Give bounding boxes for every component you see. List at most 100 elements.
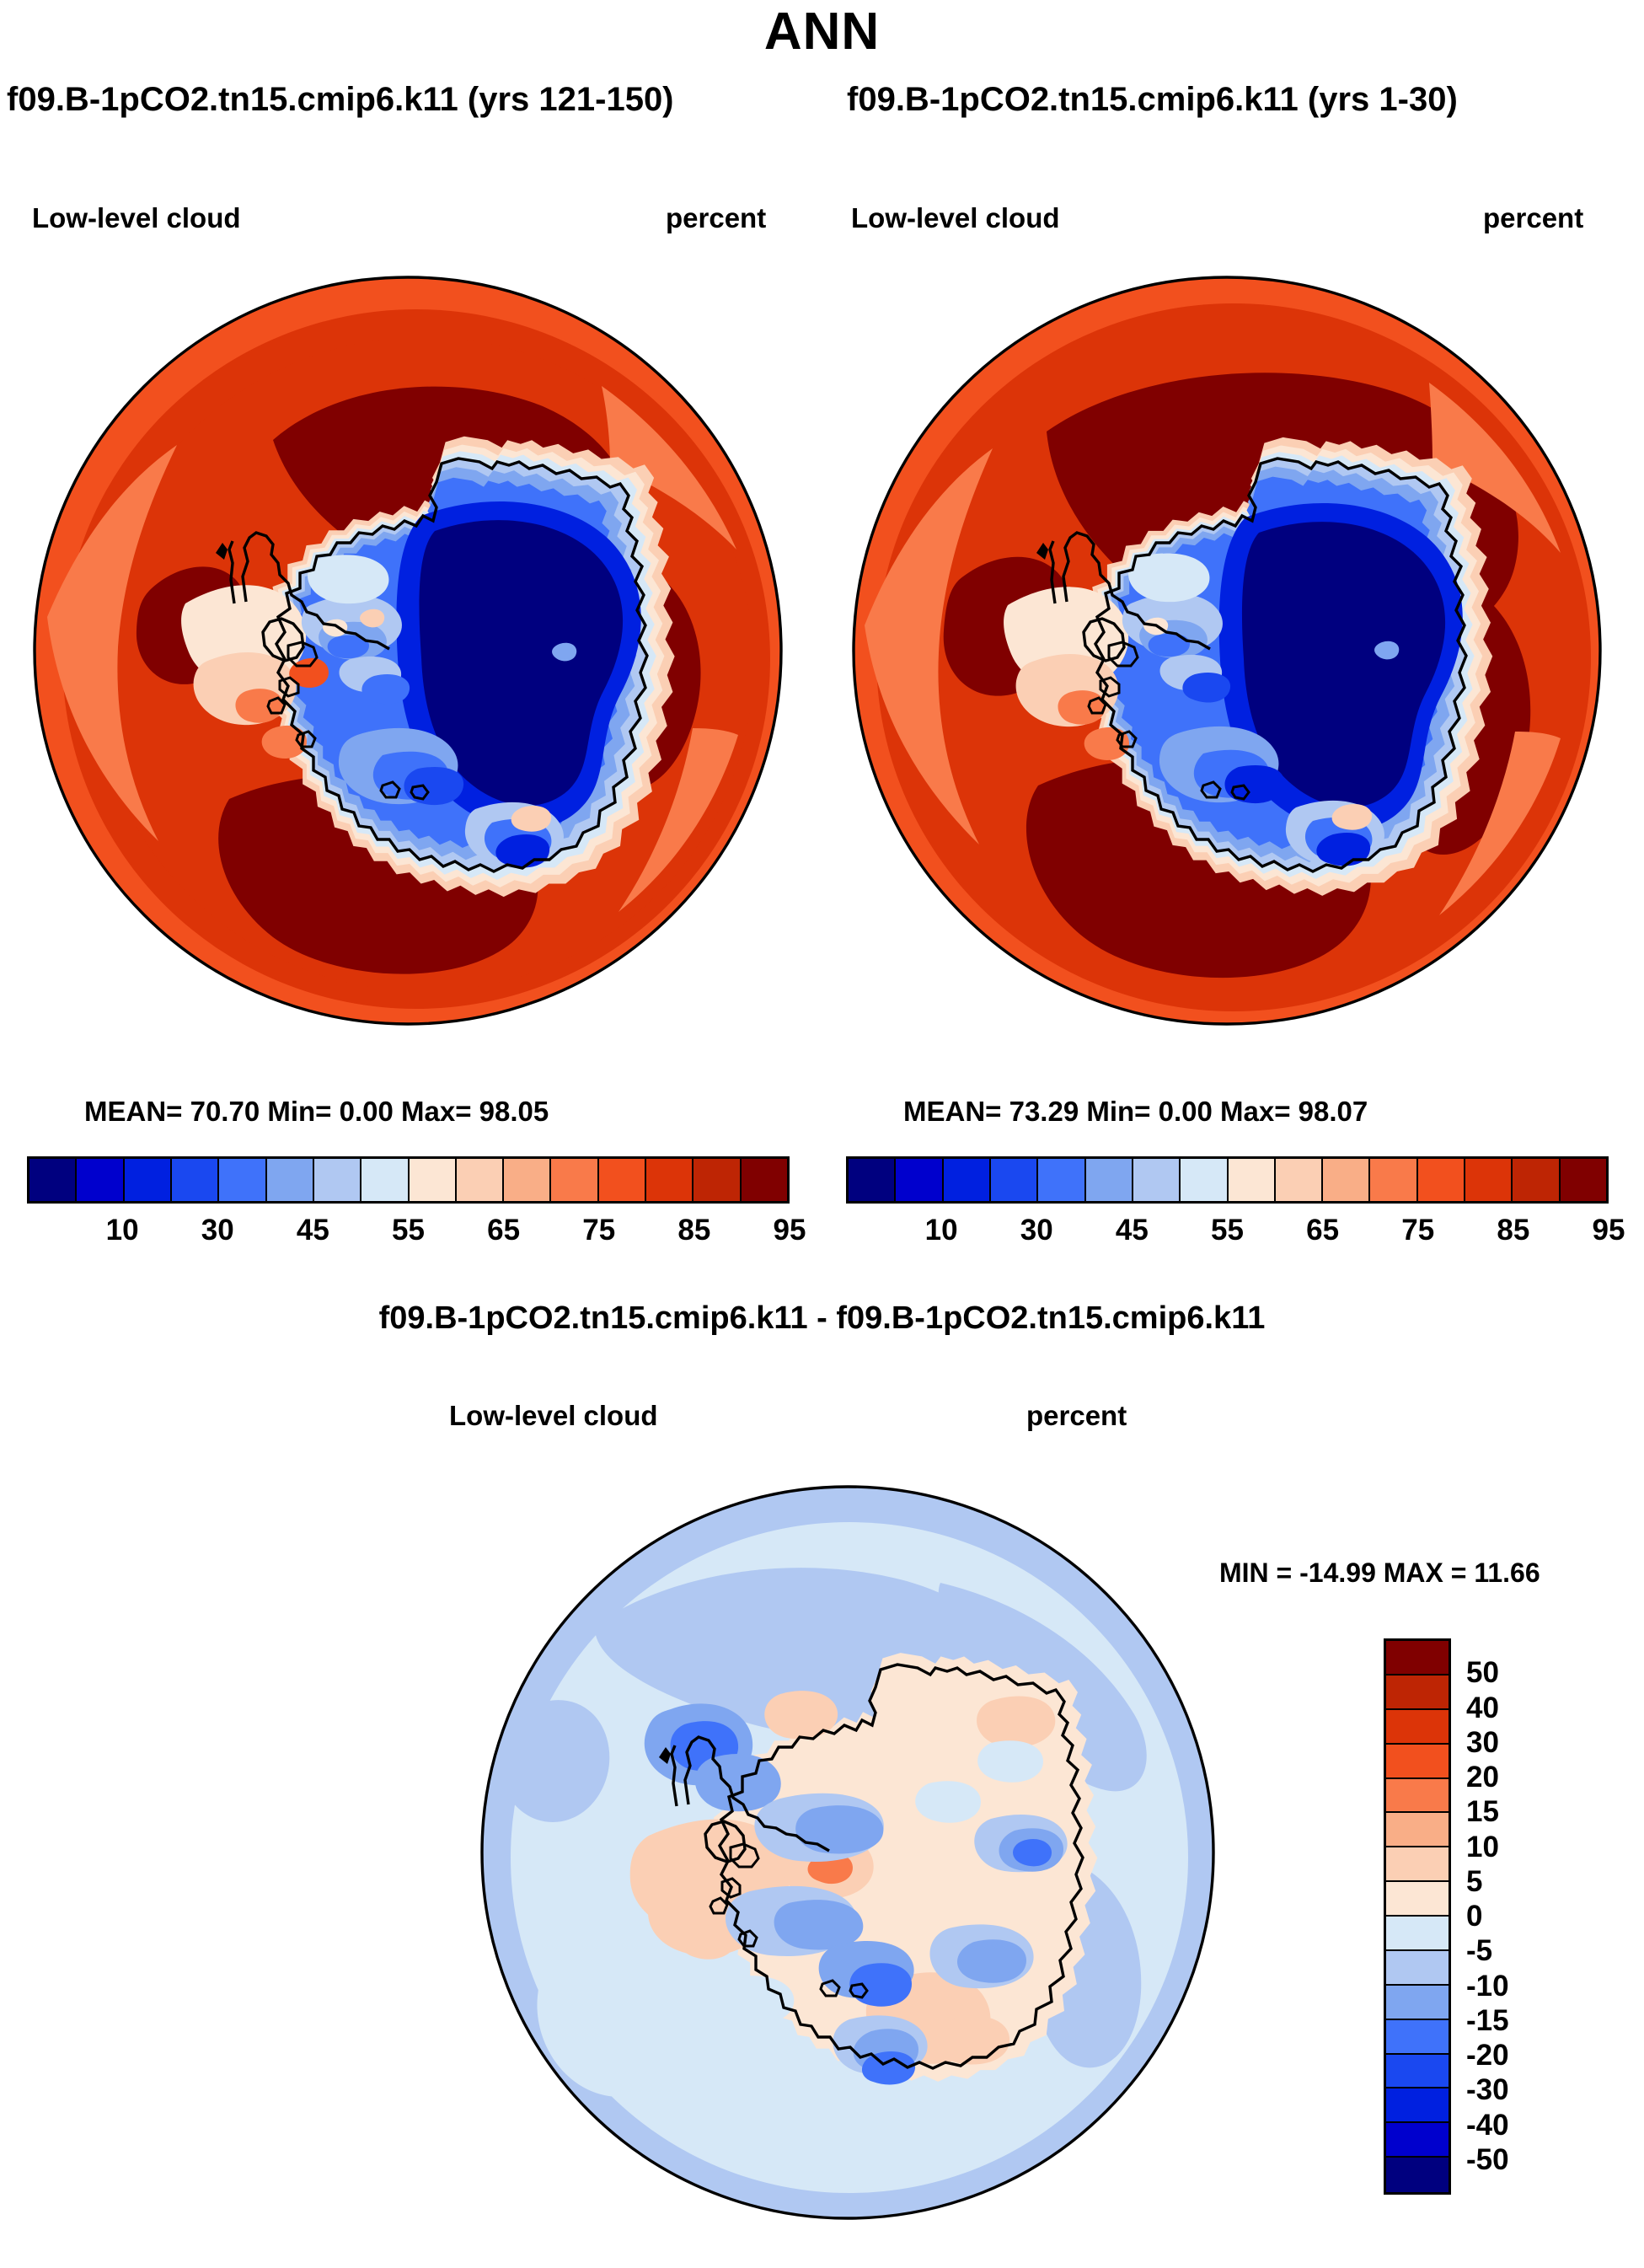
colorbar-cell [1386,1813,1449,1848]
variable-label-diff: Low-level cloud [449,1400,658,1431]
stats-right: MEAN= 73.29 Min= 0.00 Max= 98.07 [903,1096,1368,1127]
colorbar-tick: -5 [1466,1934,1493,1968]
unit-label-right: percent [1483,202,1584,233]
colorbar-left[interactable] [27,1156,790,1204]
colorbar-cell [456,1159,505,1201]
colorbar-cell [313,1159,362,1201]
colorbar-cell [896,1159,944,1201]
panel-title-diff: f09.B-1pCO2.tn15.cmip6.k11 - f09.B-1pCO2… [378,1300,1266,1336]
colorbar-cell [1370,1159,1418,1201]
variable-label-left: Low-level cloud [32,202,241,233]
colorbar-cell [1386,1847,1449,1883]
panel-title-right: f09.B-1pCO2.tn15.cmip6.k11 (yrs 1-30) [847,81,1458,118]
polar-map-left [20,263,795,1038]
colorbar-tick: -40 [1466,2108,1509,2142]
colorbar-cell [1417,1159,1466,1201]
colorbar-cell [741,1159,787,1201]
colorbar-tick: 10 [1466,1830,1499,1863]
colorbar-tick: -10 [1466,1969,1509,2003]
colorbar-cell [1386,2123,1449,2158]
colorbar-tick: 30 [201,1214,234,1247]
colorbar-tick: 0 [1466,1900,1483,1933]
colorbar-cell [646,1159,694,1201]
colorbar-ticks-right: 10 30 45 55 65 75 85 95 [846,1214,1625,1252]
colorbar-cell [551,1159,599,1201]
colorbar-tick: -20 [1466,2039,1509,2072]
colorbar-cell [29,1159,78,1201]
colorbar-cell [409,1159,457,1201]
colorbar-tick: 75 [582,1214,616,1247]
colorbar-cell [693,1159,742,1201]
colorbar-tick: 65 [1306,1214,1340,1247]
colorbar-tick: 85 [677,1214,711,1247]
colorbar-ticks-left: 10 30 45 55 65 75 85 95 [27,1214,806,1252]
colorbar-tick: 55 [1211,1214,1244,1247]
colorbar-cell [77,1159,125,1201]
colorbar-ticks-diff: 50 40 30 20 15 10 5 0 -5 -10 -15 -20 -30… [1466,1638,1601,2195]
colorbar-cell [849,1159,897,1201]
colorbar-tick: 10 [105,1214,139,1247]
colorbar-cell [1465,1159,1513,1201]
colorbar-right[interactable] [846,1156,1609,1204]
colorbar-cell [361,1159,410,1201]
colorbar-cell [1386,1744,1449,1779]
polar-map-right [839,263,1615,1038]
unit-label-diff: percent [1026,1400,1127,1431]
colorbar-tick: 50 [1466,1656,1499,1690]
colorbar-tick: 95 [1592,1214,1625,1247]
colorbar-cell [1386,2019,1449,2055]
colorbar-cell [1386,1675,1449,1710]
colorbar-cell [1386,2054,1449,2089]
colorbar-tick: 40 [1466,1691,1499,1724]
variable-label-right: Low-level cloud [851,202,1060,233]
colorbar-cell [171,1159,220,1201]
colorbar-tick: 85 [1497,1214,1530,1247]
colorbar-cell [124,1159,172,1201]
colorbar-tick: 20 [1466,1761,1499,1793]
stats-left: MEAN= 70.70 Min= 0.00 Max= 98.05 [84,1096,549,1127]
colorbar-cell [1085,1159,1133,1201]
colorbar-tick: 75 [1401,1214,1435,1247]
colorbar-cell [1386,1882,1449,1917]
colorbar-cell [1386,1778,1449,1814]
colorbar-cell [1181,1159,1229,1201]
polar-map-diff [469,1473,1227,2232]
colorbar-cell [1323,1159,1371,1201]
colorbar-cell [266,1159,314,1201]
colorbar-cell [1386,1950,1449,1986]
colorbar-cell [1133,1159,1181,1201]
colorbar-tick: 55 [392,1214,425,1247]
colorbar-cell [1228,1159,1276,1201]
colorbar-tick: 65 [487,1214,521,1247]
colorbar-cell [1386,1985,1449,2020]
colorbar-cell [598,1159,647,1201]
colorbar-tick: 15 [1466,1795,1499,1829]
colorbar-tick: 30 [1020,1214,1053,1247]
colorbar-cell [1386,2088,1449,2124]
minmax-diff: MIN = -14.99 MAX = 11.66 [1219,1558,1540,1588]
unit-label-left: percent [666,202,767,233]
colorbar-tick: 10 [924,1214,958,1247]
colorbar-tick: 5 [1466,1864,1483,1898]
colorbar-diff[interactable] [1384,1638,1451,2195]
colorbar-tick: -30 [1466,2073,1509,2107]
colorbar-cell [1275,1159,1324,1201]
colorbar-cell [219,1159,267,1201]
colorbar-tick: -15 [1466,2003,1509,2037]
colorbar-tick: 95 [773,1214,806,1247]
colorbar-cell [1386,2158,1449,2192]
colorbar-cell [1386,1709,1449,1745]
panel-title-left: f09.B-1pCO2.tn15.cmip6.k11 (yrs 121-150) [7,81,674,118]
colorbar-cell [943,1159,991,1201]
colorbar-tick: 45 [1115,1214,1149,1247]
colorbar-cell [1038,1159,1086,1201]
colorbar-tick: 30 [1466,1725,1499,1759]
colorbar-tick: 45 [296,1214,329,1247]
colorbar-cell [1513,1159,1561,1201]
colorbar-cell [1560,1159,1606,1201]
colorbar-cell [504,1159,552,1201]
colorbar-cell [990,1159,1039,1201]
colorbar-cell [1386,1641,1449,1676]
page-title: ANN [763,3,881,61]
colorbar-cell [1386,1917,1449,1951]
